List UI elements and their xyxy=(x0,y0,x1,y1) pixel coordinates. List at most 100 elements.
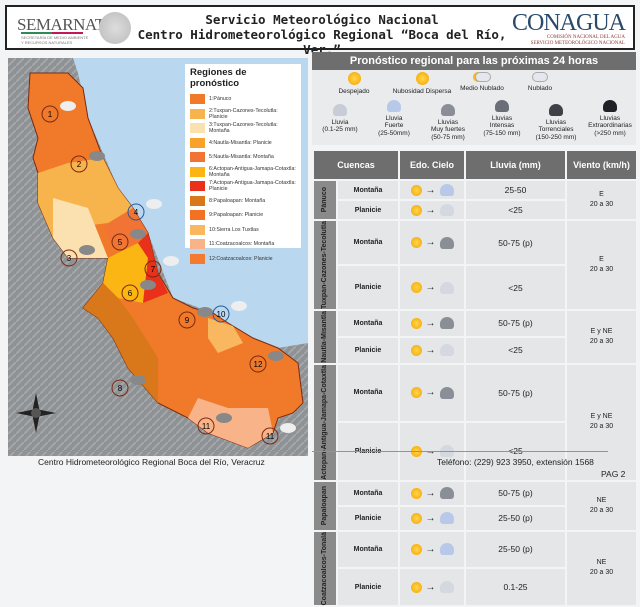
header-cielo: Edo. Cielo xyxy=(398,149,466,181)
table-row: Planicie → <25 xyxy=(313,199,637,221)
rain-key-range: (75-150 mm) xyxy=(483,129,521,137)
rain-cloud-icon xyxy=(528,104,584,119)
sky-key-label: Medio Nublado xyxy=(460,84,504,92)
rain-value: 0.1-25 xyxy=(464,567,567,607)
region-marker: 8 xyxy=(111,379,129,397)
partly-cloudy-icon xyxy=(410,237,422,248)
rain-key-label: Torrenciales xyxy=(538,126,574,133)
zone-label: Planicie xyxy=(336,504,400,532)
legend-item: 12:Coatzacoalcos: Planicie xyxy=(190,252,296,267)
rain-value: 50-75 (p) xyxy=(464,309,567,338)
arrow-icon: → xyxy=(425,487,436,499)
wind-value: E y NE 20 a 30 xyxy=(565,309,638,365)
sun-icon xyxy=(392,72,452,88)
legend-swatch xyxy=(190,253,205,264)
legend-label: 6:Actopan-Antigua-Jamapa-Cotaxtla: Monta… xyxy=(209,165,296,178)
legend-swatch xyxy=(190,166,205,177)
zone-label: Planicie xyxy=(336,199,400,221)
legend-swatch xyxy=(190,123,205,134)
weather-cloud-icon xyxy=(130,229,146,239)
legend-item: 8:Papaloapan: Montaña xyxy=(190,194,296,209)
map-legend: Regiones de pronóstico 1:Pánuco 2:Tuxpan-… xyxy=(185,64,301,264)
footer-divider xyxy=(312,451,608,452)
legend-title: Regiones de pronóstico xyxy=(190,67,247,89)
sky-state: → xyxy=(398,264,466,312)
rain-key-item: Lluvias Muy fuertes (50-75 mm) xyxy=(420,104,476,141)
region-number: 7 xyxy=(151,265,156,274)
legend-label: 11:Coatzacoalcos: Montaña xyxy=(209,241,275,248)
region-marker: 5 xyxy=(111,233,129,251)
legend-item: 11:Coatzacoalcos: Montaña xyxy=(190,237,296,252)
weather-cloud-icon xyxy=(216,413,232,423)
region-number: 8 xyxy=(118,384,123,393)
sky-state: → xyxy=(398,309,466,338)
region-marker: 12 xyxy=(249,355,267,373)
partly-cloudy-icon xyxy=(410,317,422,329)
header-title: Servicio Meteorológico Nacional xyxy=(205,12,439,27)
zone-label: Montaña xyxy=(336,362,400,424)
conagua-logo: CONAGUA xyxy=(512,10,626,36)
footer-address: Centro Hidrometeorológico Regional Boca … xyxy=(38,457,265,467)
rain-value: 25-50 (p) xyxy=(464,529,567,570)
cuenca-name: Papaloapan xyxy=(312,479,338,532)
arrow-icon: → xyxy=(425,543,436,555)
region-number: 6 xyxy=(128,289,133,298)
legend-label: 10:Sierra Los Tuxtlas xyxy=(209,226,259,233)
rain-key-label: Lluvia xyxy=(385,114,403,122)
arrow-icon: → xyxy=(425,387,436,399)
rain-key-label: Muy fuertes xyxy=(431,126,465,133)
legend-item: 9:Papaloapan: Planicie xyxy=(190,208,296,223)
sky-key-label: Despejado xyxy=(338,87,370,95)
region-marker: 11 xyxy=(261,427,279,445)
weather-cloud-icon xyxy=(146,199,162,209)
zone-label: Montaña xyxy=(336,479,400,507)
zone-label: Planicie xyxy=(336,567,400,607)
semarnat-logo: SEMARNAT xyxy=(17,15,105,34)
legend-label: 3:Tuxpan-Cazones-Tecolutla: Montaña xyxy=(209,122,278,135)
rain-key-item: Lluvias Torrenciales (150-250 mm) xyxy=(528,104,584,141)
legend-label: 5:Nautla-Misantla: Montaña xyxy=(209,154,274,161)
rain-key-label: Lluvias xyxy=(545,118,567,126)
rain-cloud-icon xyxy=(439,184,454,196)
rain-cloud-icon xyxy=(439,281,454,294)
rain-key-range: (50-75 mm) xyxy=(431,133,465,141)
partly-cloudy-icon xyxy=(410,487,422,499)
sky-key-item: Medio Nublado xyxy=(452,72,512,92)
sky-state: → xyxy=(398,218,466,267)
rain-cloud-icon xyxy=(439,581,454,594)
rain-cloud-icon xyxy=(439,543,454,556)
header-lluvia: Lluvia (mm) xyxy=(464,149,567,181)
rain-cloud-icon xyxy=(439,386,454,399)
rain-cloud-icon xyxy=(439,204,454,216)
rain-key-label: Fuerte xyxy=(384,122,404,129)
rain-value: 25-50 xyxy=(464,179,567,201)
arrow-icon: → xyxy=(425,204,436,216)
footer-divider xyxy=(10,451,295,452)
region-marker: 2 xyxy=(70,155,88,173)
table-row: Pánuco Montaña → 25-50 E 20 a 30 xyxy=(312,179,638,221)
rain-cloud-icon xyxy=(439,512,454,524)
region-marker: 6 xyxy=(121,284,139,302)
semarnat-logo-sub: SECRETARÍA DE MEDIO AMBIENTE Y RECURSOS … xyxy=(21,35,89,45)
sun-icon xyxy=(324,72,384,88)
footer-phone: Teléfono: (229) 923 3950, extensión 1568 xyxy=(437,457,594,467)
rain-key-label: Lluvias xyxy=(491,114,513,122)
cuenca-name: Coatzacoalcos-Tonalá xyxy=(312,529,338,607)
sky-key-label: Nublado xyxy=(527,84,553,92)
table-row: Papaloapan Montaña → 50-75 (p) NE 20 a 30 xyxy=(312,479,638,532)
wind-value: NE 20 a 30 xyxy=(565,529,638,607)
conagua-sub-1: COMISIÓN NACIONAL DEL AGUA xyxy=(546,35,625,40)
sky-key-item: Despejado xyxy=(324,72,384,95)
rain-key-item: Lluvia (0.1-25 mm) xyxy=(312,104,368,134)
region-number: 9 xyxy=(185,316,190,325)
weather-cloud-icon xyxy=(280,423,296,433)
national-seal-icon xyxy=(99,12,131,44)
rain-cloud-icon xyxy=(474,100,530,115)
legend-label: 4:Nautla-Misantla: Planicie xyxy=(209,139,272,146)
wind-value: E 20 a 30 xyxy=(565,218,638,312)
partly-cloudy-icon xyxy=(410,344,422,356)
rain-key-range: (150-250 mm) xyxy=(535,133,577,141)
panel-title: Pronóstico regional para las próximas 24… xyxy=(312,52,636,70)
legend-item: 2:Tuxpan-Cazones-Tecolutla: Planicie xyxy=(190,107,296,122)
rain-value: 50-75 (p) xyxy=(464,218,567,267)
